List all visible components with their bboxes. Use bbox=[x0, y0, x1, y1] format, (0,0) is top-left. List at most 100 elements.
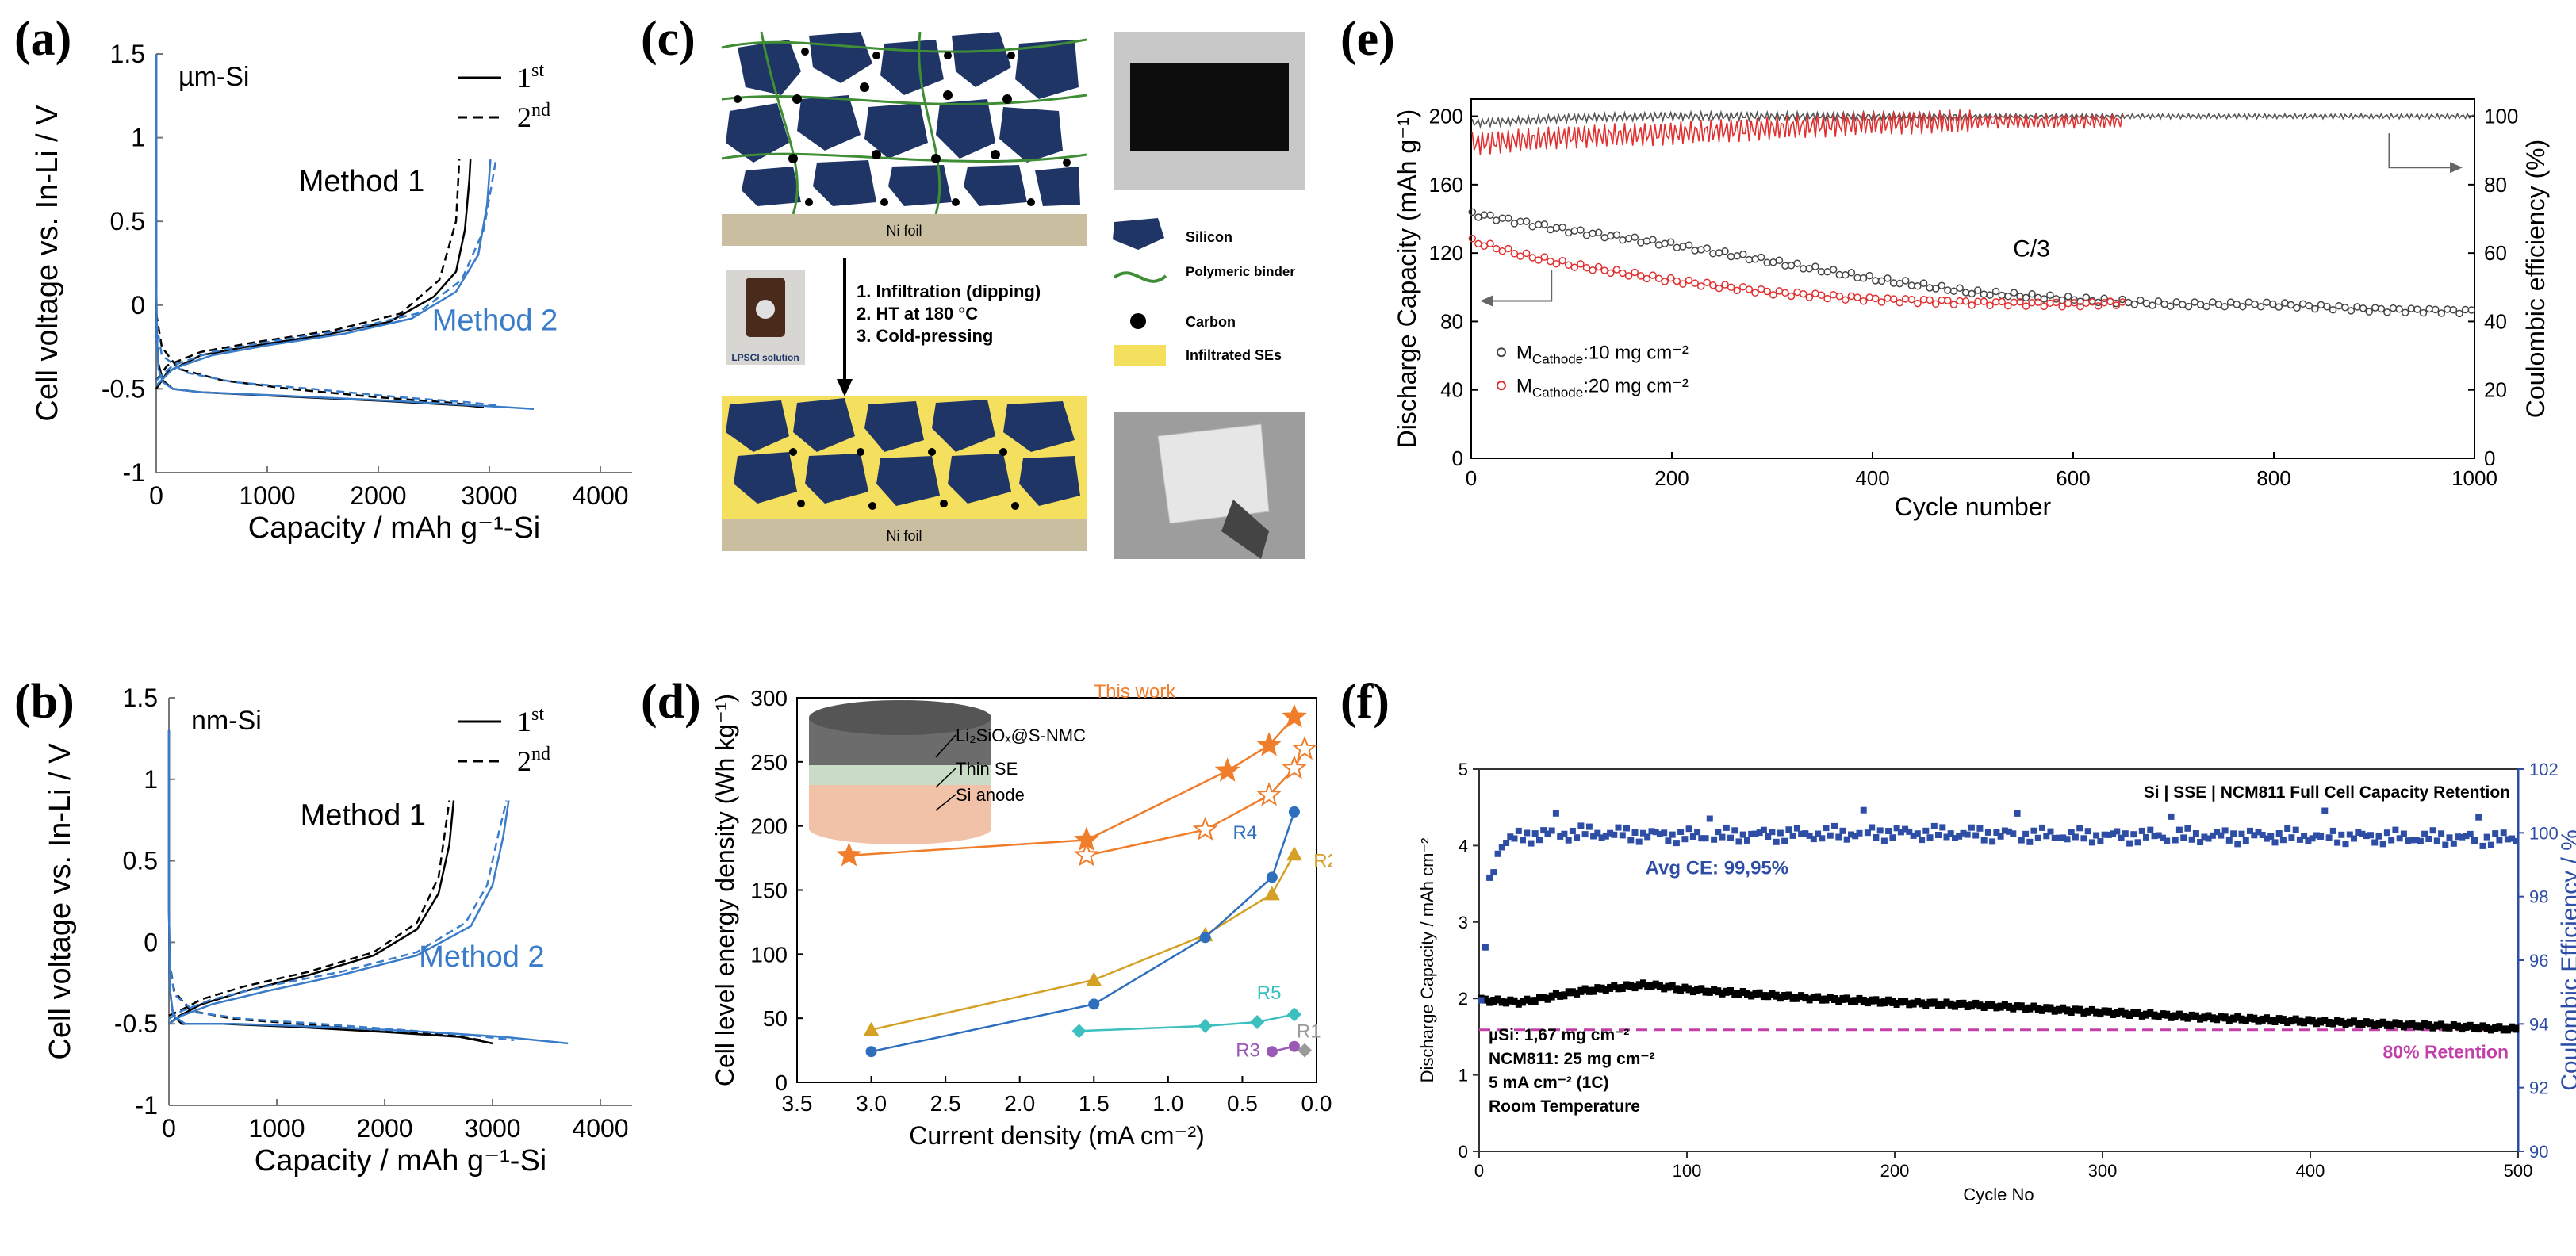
data-point bbox=[1486, 239, 1494, 247]
ce-point bbox=[2342, 841, 2349, 848]
x-tick-label: 0.5 bbox=[1227, 1091, 1258, 1116]
data-point bbox=[1649, 271, 1657, 279]
capacity-point bbox=[2230, 1014, 2237, 1023]
data-point bbox=[1835, 292, 1844, 301]
ce-point bbox=[2296, 836, 2303, 843]
capacity-point bbox=[1956, 1000, 1963, 1008]
capacity-point bbox=[2014, 1002, 2021, 1011]
ce-point bbox=[1490, 869, 1497, 876]
y-tick-label: 200 bbox=[750, 814, 788, 839]
ce-point bbox=[2321, 807, 2329, 814]
capacity-point bbox=[2367, 1019, 2374, 1028]
data-point bbox=[2172, 298, 2181, 306]
ce-point bbox=[2467, 830, 2474, 837]
y-axis-label: Cell voltage vs. In-Li / V bbox=[44, 743, 77, 1060]
data-point bbox=[2449, 305, 2458, 314]
capacity-point bbox=[2479, 1022, 2486, 1031]
capacity-point bbox=[1536, 994, 1543, 1002]
y-tick-label: 0 bbox=[144, 928, 158, 956]
x-tick-label: 200 bbox=[1654, 466, 1689, 490]
data-point-star bbox=[1256, 731, 1282, 756]
ce-point bbox=[1893, 825, 1900, 832]
data-point bbox=[1703, 278, 1712, 286]
y2-tick-label: 96 bbox=[2529, 951, 2548, 971]
capacity-point bbox=[1503, 998, 1510, 1007]
data-point bbox=[2100, 298, 2108, 307]
x-tick-label: 1000 bbox=[248, 1114, 305, 1143]
ce-point bbox=[2184, 825, 2191, 832]
capacity-point bbox=[1960, 999, 1967, 1008]
data-point bbox=[1877, 277, 1886, 285]
capacity-point bbox=[2151, 1011, 2158, 1020]
ce-point bbox=[2188, 836, 2195, 843]
data-point bbox=[1721, 247, 1729, 255]
data-point bbox=[2377, 304, 2386, 313]
ce-point bbox=[1694, 829, 1701, 836]
data-point bbox=[2244, 298, 2253, 306]
data-point bbox=[1516, 252, 1524, 260]
arrow-right-head bbox=[2450, 162, 2463, 174]
ce-point bbox=[1880, 837, 1888, 844]
data-point bbox=[1799, 289, 1807, 298]
capacity-point bbox=[1852, 997, 1859, 1005]
data-point-circle bbox=[1288, 806, 1300, 818]
x-tick-label: 400 bbox=[2296, 1161, 2325, 1181]
data-point bbox=[1696, 282, 1705, 290]
ce-point bbox=[1557, 833, 1564, 840]
ce-point bbox=[1906, 828, 1913, 835]
data-point bbox=[2112, 301, 2121, 309]
data-point bbox=[1853, 274, 1861, 282]
y2-tick-label: 60 bbox=[2484, 241, 2507, 265]
ce-point bbox=[2392, 826, 2399, 833]
ce-point bbox=[1677, 829, 1685, 835]
y-tick-label: 4 bbox=[1459, 836, 1468, 856]
ce-point bbox=[1531, 830, 1539, 837]
data-point bbox=[1685, 276, 1693, 285]
ce-point bbox=[2047, 828, 2054, 835]
series-line bbox=[168, 800, 510, 1025]
x-tick-label: 0 bbox=[149, 481, 163, 510]
ce-point bbox=[1607, 829, 1614, 837]
ce-point bbox=[2334, 839, 2341, 846]
series-line bbox=[155, 54, 535, 410]
capacity-point bbox=[2072, 1005, 2079, 1014]
capacity-point bbox=[1914, 998, 1921, 1006]
capacity-point bbox=[1972, 999, 1980, 1008]
ce-point bbox=[2056, 834, 2062, 841]
capacity-point bbox=[1486, 998, 1493, 1006]
ce-point bbox=[2329, 827, 2336, 834]
ce-point bbox=[1823, 825, 1830, 832]
ce-point bbox=[2175, 826, 2183, 833]
capacity-point bbox=[1685, 985, 1692, 994]
y-tick-label: 1.5 bbox=[123, 684, 158, 712]
ce-point bbox=[2060, 834, 2067, 841]
test-condition-note: µSi: 1,67 mg cm⁻² bbox=[1489, 1026, 1629, 1044]
data-point bbox=[1968, 301, 1976, 309]
x-tick-label: 600 bbox=[2056, 466, 2090, 490]
y-axis-label: Cell voltage vs. In-Li / V bbox=[31, 105, 64, 422]
ce-point bbox=[1602, 833, 1609, 840]
step-1: 1. Infiltration (dipping) bbox=[857, 281, 1041, 301]
ce-point bbox=[2043, 833, 2050, 840]
data-point bbox=[1468, 235, 1477, 243]
capacity-point bbox=[1482, 995, 1489, 1004]
capacity-point bbox=[2026, 1004, 2034, 1013]
data-point bbox=[1582, 231, 1591, 239]
series-line bbox=[155, 159, 472, 390]
data-point bbox=[2395, 305, 2403, 313]
capacity-point bbox=[1619, 984, 1626, 992]
data-point bbox=[1540, 253, 1549, 261]
ce-point bbox=[1939, 824, 1946, 831]
y2-tick-label: 102 bbox=[2529, 760, 2559, 779]
capacity-point bbox=[2122, 1009, 2129, 1018]
data-point bbox=[1510, 250, 1519, 258]
series-line bbox=[168, 800, 450, 1017]
capacity-point bbox=[2467, 1021, 2474, 1030]
ce-point bbox=[1860, 806, 1867, 814]
ce-point bbox=[2234, 841, 2241, 848]
capacity-point bbox=[2209, 1014, 2216, 1023]
ce-point bbox=[1843, 836, 1850, 843]
ce-point bbox=[2425, 836, 2432, 842]
ce-point bbox=[1511, 835, 1518, 842]
data-point bbox=[2256, 303, 2265, 311]
